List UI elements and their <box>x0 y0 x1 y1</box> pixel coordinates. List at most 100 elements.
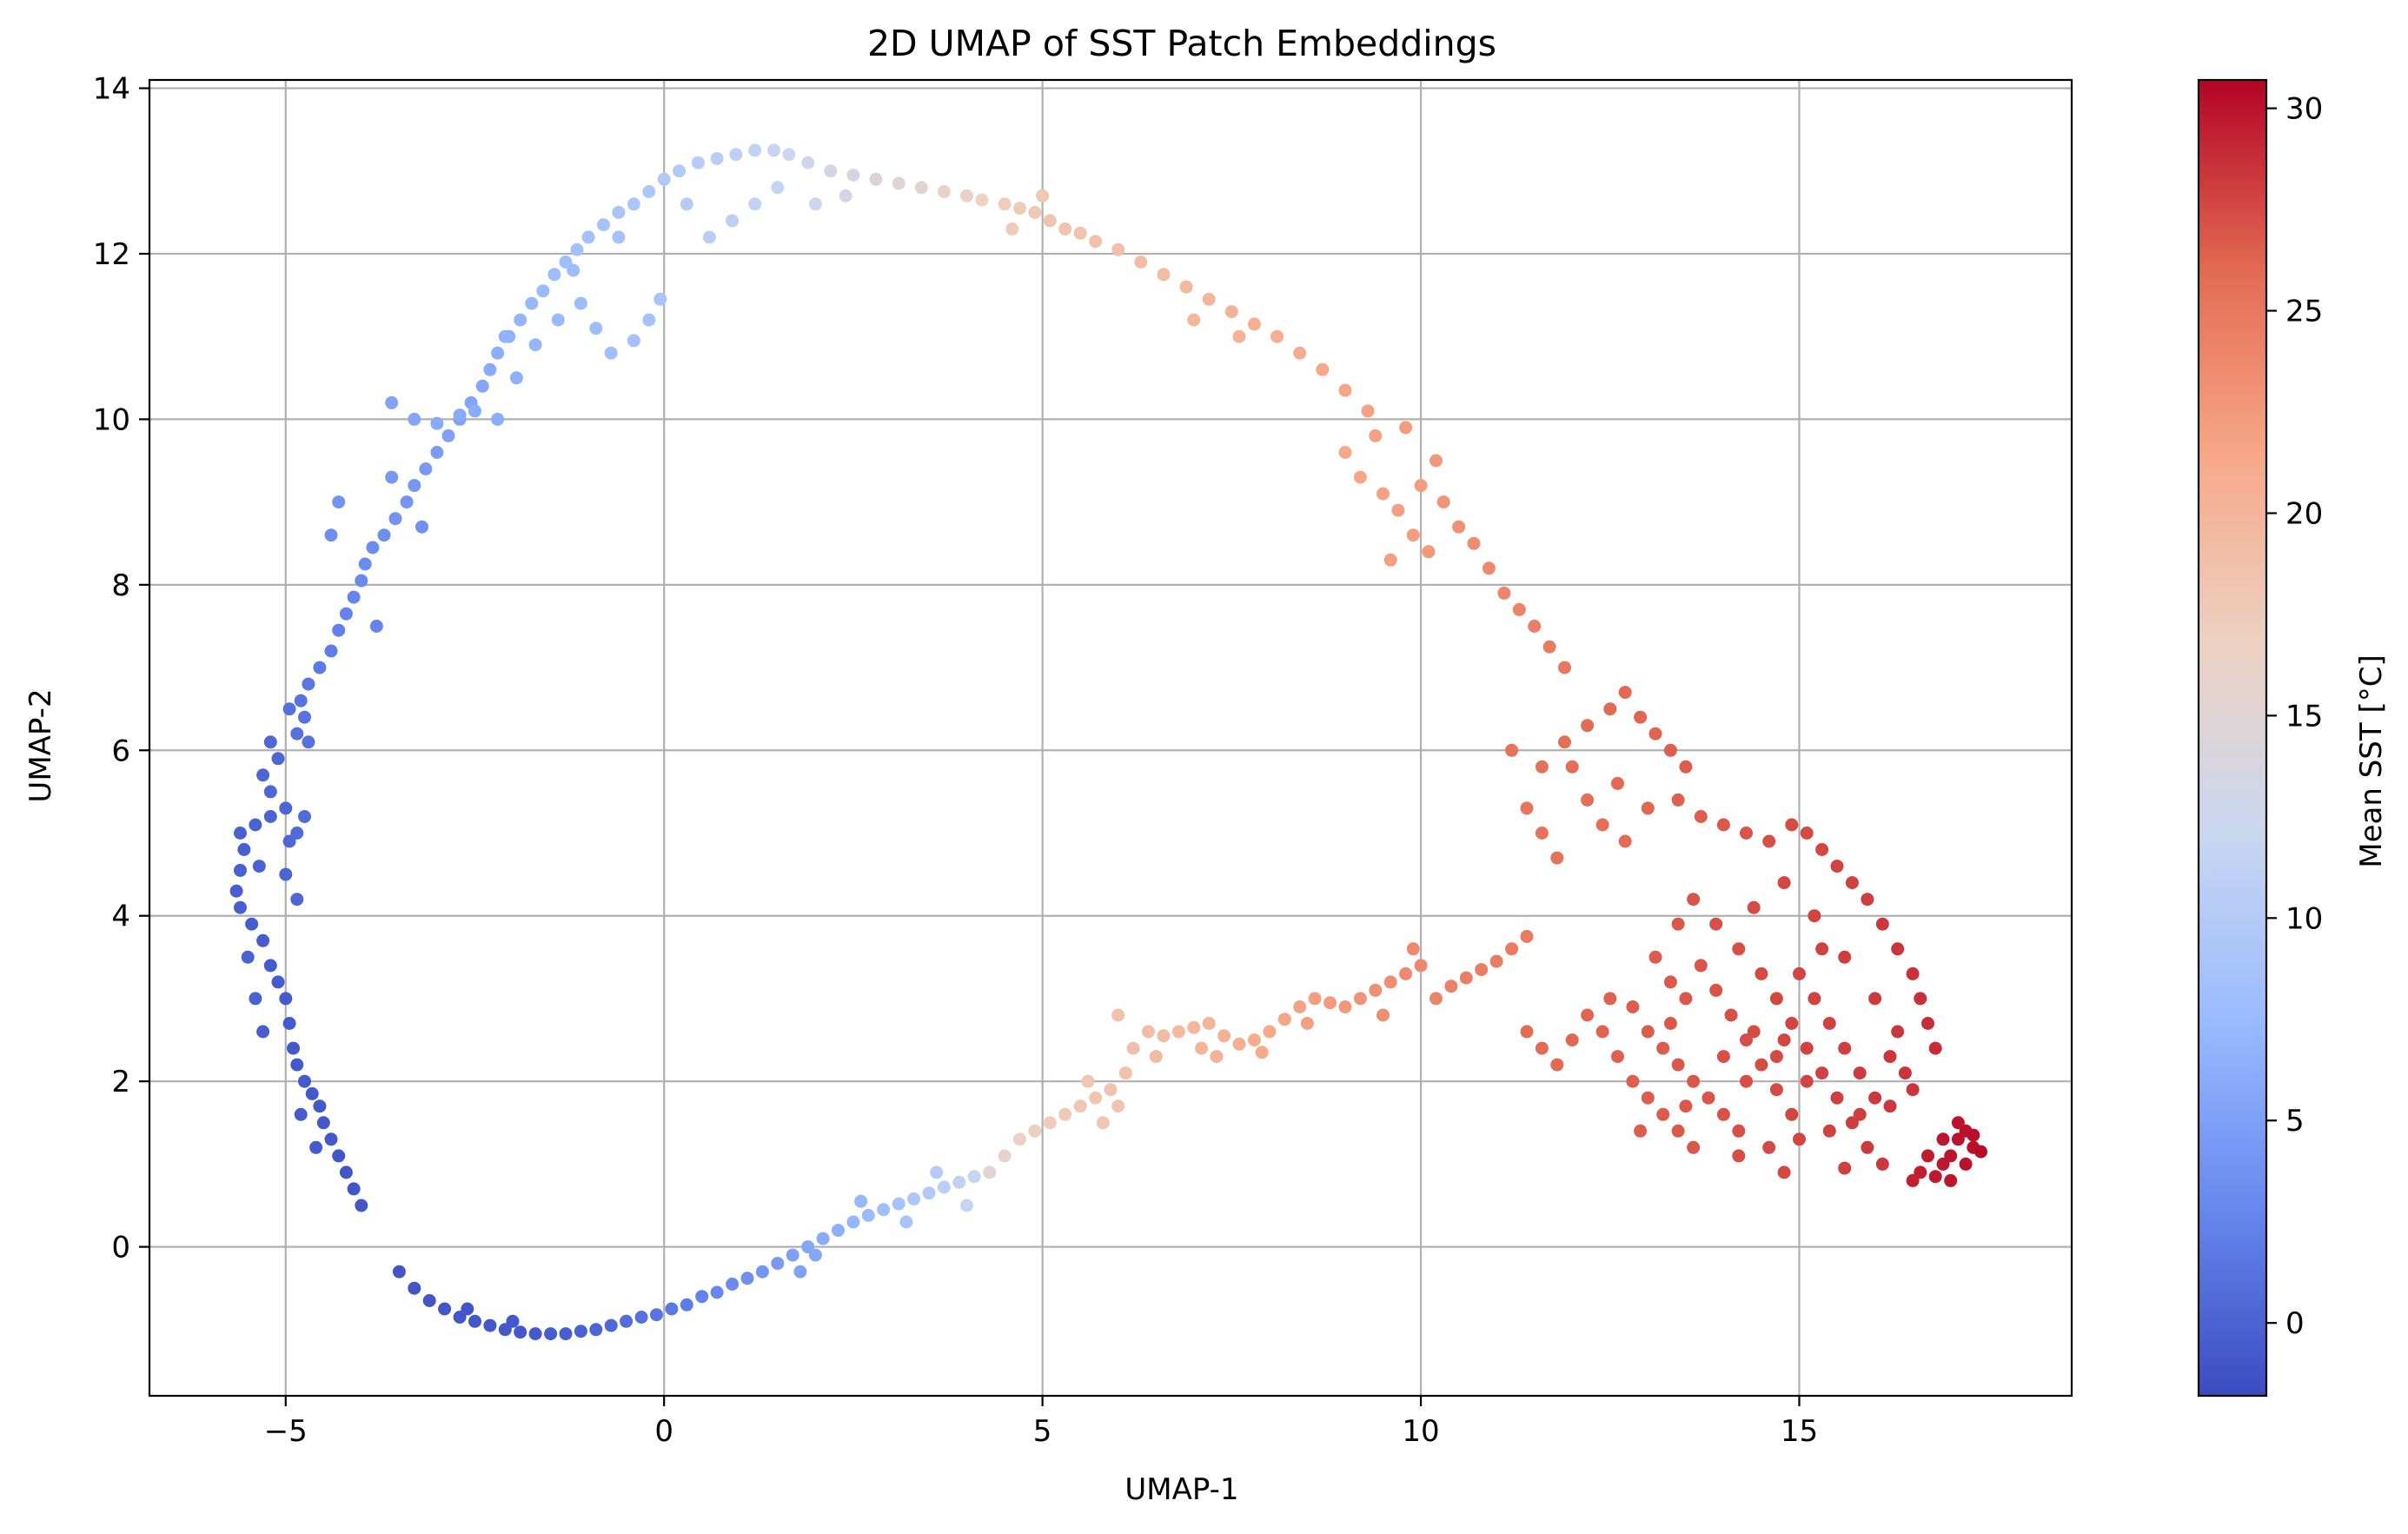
scatter-point <box>1111 1099 1125 1113</box>
scatter-point <box>1414 479 1428 493</box>
scatter-point <box>392 1265 406 1278</box>
scatter-point <box>1096 1116 1110 1130</box>
scatter-point <box>408 1281 421 1295</box>
scatter-point <box>332 1149 346 1163</box>
scatter-point <box>252 860 266 873</box>
scatter-point <box>1013 202 1026 216</box>
colorbar <box>2197 78 2268 1398</box>
scatter-point <box>528 1327 542 1341</box>
scatter-point <box>1793 1132 1806 1146</box>
x-tick-label: 15 <box>1781 1414 1818 1449</box>
scatter-point <box>430 446 444 459</box>
colorbar-ticks: 0 5 10 15 20 25 30 <box>2266 92 2323 1341</box>
scatter-point <box>1036 189 1050 203</box>
chart-title: 2D UMAP of SST Patch Embeddings <box>867 23 1496 64</box>
scatter-point <box>229 884 243 898</box>
scatter-point <box>642 313 656 327</box>
scatter-point <box>771 181 785 195</box>
scatter-point <box>1618 686 1632 700</box>
scatter-point <box>574 1325 587 1338</box>
scatter-point <box>1800 1041 1814 1055</box>
scatter-point <box>1482 561 1496 575</box>
scatter-point <box>1058 1107 1072 1121</box>
scatter-point <box>1755 1058 1768 1072</box>
scatter-point <box>294 694 308 707</box>
scatter-point <box>899 1215 913 1229</box>
scatter-point <box>332 495 346 509</box>
scatter-point <box>1323 996 1337 1010</box>
scatter-point <box>1316 362 1330 376</box>
scatter-point <box>1724 1008 1738 1022</box>
scatter-point <box>1202 292 1216 306</box>
scatter-point <box>1535 760 1549 774</box>
scatter-point <box>570 242 584 256</box>
scatter-point <box>642 185 656 198</box>
scatter-point <box>581 230 595 244</box>
scatter-point <box>680 197 693 211</box>
scatter-point <box>1369 428 1383 442</box>
scatter-point <box>298 1074 311 1088</box>
scatter-point <box>1581 793 1595 807</box>
scatter-point <box>1611 1050 1624 1064</box>
scatter-point <box>801 1240 815 1254</box>
scatter-point <box>1406 942 1420 956</box>
scatter-point <box>1179 280 1193 294</box>
scatter-point <box>650 1308 663 1322</box>
scatter-point <box>1785 1107 1799 1121</box>
scatter-point <box>1520 930 1534 943</box>
scatter-point <box>324 1132 338 1146</box>
scatter-point <box>627 197 640 211</box>
scatter-point <box>1861 1140 1874 1154</box>
scatter-point <box>793 1265 807 1278</box>
scatter-point <box>1142 1025 1155 1039</box>
scatter-point <box>279 801 293 815</box>
scatter-point <box>748 143 762 157</box>
colorbar-tick-label: 0 <box>2285 1306 2305 1341</box>
scatter-point <box>1875 1157 1889 1171</box>
scatter-point <box>726 214 740 228</box>
scatter-point <box>589 322 603 335</box>
scatter-point <box>1073 1099 1087 1113</box>
scatter-point <box>1558 735 1571 749</box>
scatter-point <box>290 893 304 906</box>
scatter-point <box>1603 702 1617 716</box>
scatter-point <box>282 834 296 848</box>
colorbar-tick-label: 20 <box>2285 496 2323 531</box>
scatter-point <box>1430 454 1443 468</box>
scatter-point <box>808 197 822 211</box>
scatter-point <box>1694 810 1708 823</box>
scatter-point <box>892 1197 905 1211</box>
scatter-points <box>229 143 1987 1341</box>
scatter-point <box>1808 992 1821 1006</box>
scatter-point <box>1906 1083 1920 1097</box>
y-tick-label: 10 <box>93 402 130 437</box>
scatter-point <box>1891 942 1905 956</box>
scatter-point <box>461 1302 474 1316</box>
x-tick-label: 0 <box>654 1414 673 1449</box>
scatter-point <box>937 1180 951 1194</box>
scatter-point <box>385 470 399 484</box>
scatter-point <box>1777 1033 1791 1047</box>
scatter-point <box>1732 942 1746 956</box>
scatter-point <box>907 1192 921 1205</box>
scatter-point <box>1959 1157 1973 1171</box>
scatter-point <box>1505 942 1519 956</box>
scatter-point <box>771 1257 785 1271</box>
scatter-point <box>1013 1132 1026 1146</box>
scatter-point <box>1293 346 1307 360</box>
scatter-point <box>657 172 671 186</box>
scatter-point <box>1883 1050 1897 1064</box>
scatter-point <box>726 1278 740 1291</box>
axis-ticks: −5 0 5 10 15 0 2 4 6 8 10 12 14 <box>93 72 1818 1449</box>
scatter-point <box>748 197 762 211</box>
scatter-point <box>1634 1124 1648 1138</box>
scatter-point <box>347 1182 361 1196</box>
y-tick-label: 0 <box>111 1231 130 1265</box>
scatter-point <box>665 1302 679 1316</box>
scatter-point <box>1838 1041 1852 1055</box>
scatter-point <box>1716 1107 1730 1121</box>
scatter-point <box>782 148 796 162</box>
scatter-point <box>1157 1029 1171 1043</box>
scatter-point <box>1769 1050 1783 1064</box>
scatter-point <box>1679 992 1693 1006</box>
